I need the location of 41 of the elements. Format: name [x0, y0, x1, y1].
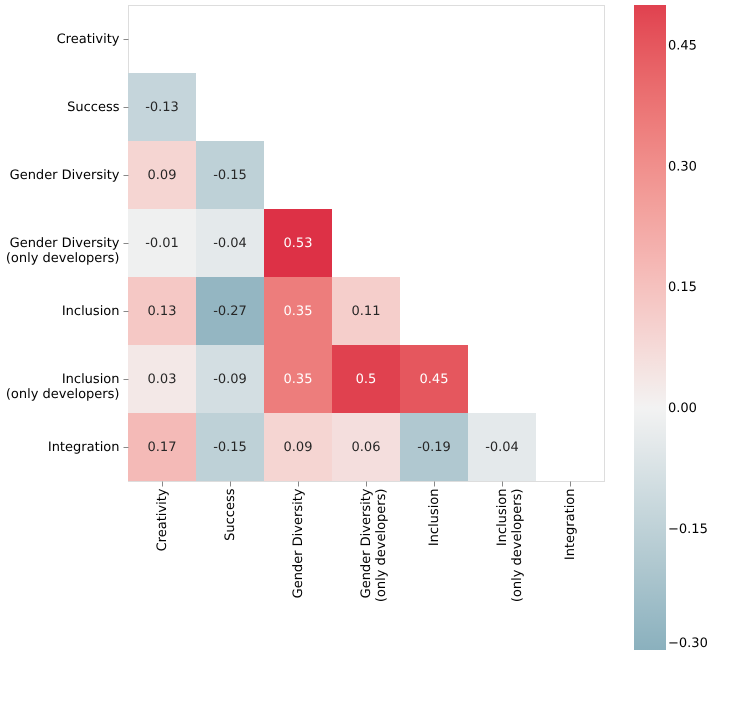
data-label: -0.09: [213, 372, 247, 387]
data-label: 0.5: [356, 372, 376, 387]
data-label: 0.35: [284, 304, 312, 319]
data-label: -0.04: [213, 236, 247, 251]
data-label: -0.15: [213, 168, 247, 183]
data-label: -0.13: [145, 100, 179, 115]
x-tick-label: Inclusion: [427, 488, 442, 546]
color-bar-label: 0.15: [668, 280, 697, 296]
color-bar-label: 0.30: [668, 159, 697, 174]
data-label: 0.45: [420, 372, 448, 387]
x-tick-label: Success: [223, 488, 238, 541]
data-label: 0.13: [148, 304, 176, 319]
x-tick-label: Gender Diversity (only developers): [359, 488, 389, 602]
data-label: -0.15: [213, 440, 247, 455]
color-bar-label: −0.15: [668, 522, 708, 538]
y-tick-label: Success: [67, 100, 120, 115]
data-label: -0.27: [213, 304, 247, 319]
y-tick-label: Integration: [48, 440, 120, 455]
y-tick-label: Creativity: [56, 32, 120, 47]
data-label: 0.53: [284, 236, 312, 251]
y-tick-label: Gender Diversity (only developers): [6, 236, 120, 266]
y-tick-label: Inclusion (only developers): [6, 372, 120, 402]
data-label: 0.11: [352, 304, 380, 319]
data-label: -0.19: [417, 440, 451, 455]
color-bar-label: 0.45: [668, 38, 697, 54]
data-label: 0.35: [284, 372, 312, 387]
data-label: 0.03: [148, 372, 176, 387]
x-tick-label: Integration: [563, 488, 578, 560]
y-tick-label: Gender Diversity: [10, 168, 120, 183]
data-label: 0.06: [352, 440, 380, 455]
x-tick-label: Gender Diversity: [291, 488, 306, 598]
data-label: -0.01: [145, 236, 179, 251]
data-label: -0.04: [485, 440, 519, 455]
y-tick-label: Inclusion: [62, 304, 120, 319]
x-tick-label: Creativity: [155, 488, 170, 552]
color-bar-label: −0.30: [668, 636, 708, 651]
data-label: 0.09: [284, 440, 312, 455]
data-label: 0.09: [148, 168, 176, 183]
x-tick-label: Inclusion (only developers): [495, 488, 525, 602]
color-bar-label: 0.00: [668, 401, 697, 416]
data-label: 0.17: [148, 440, 176, 455]
